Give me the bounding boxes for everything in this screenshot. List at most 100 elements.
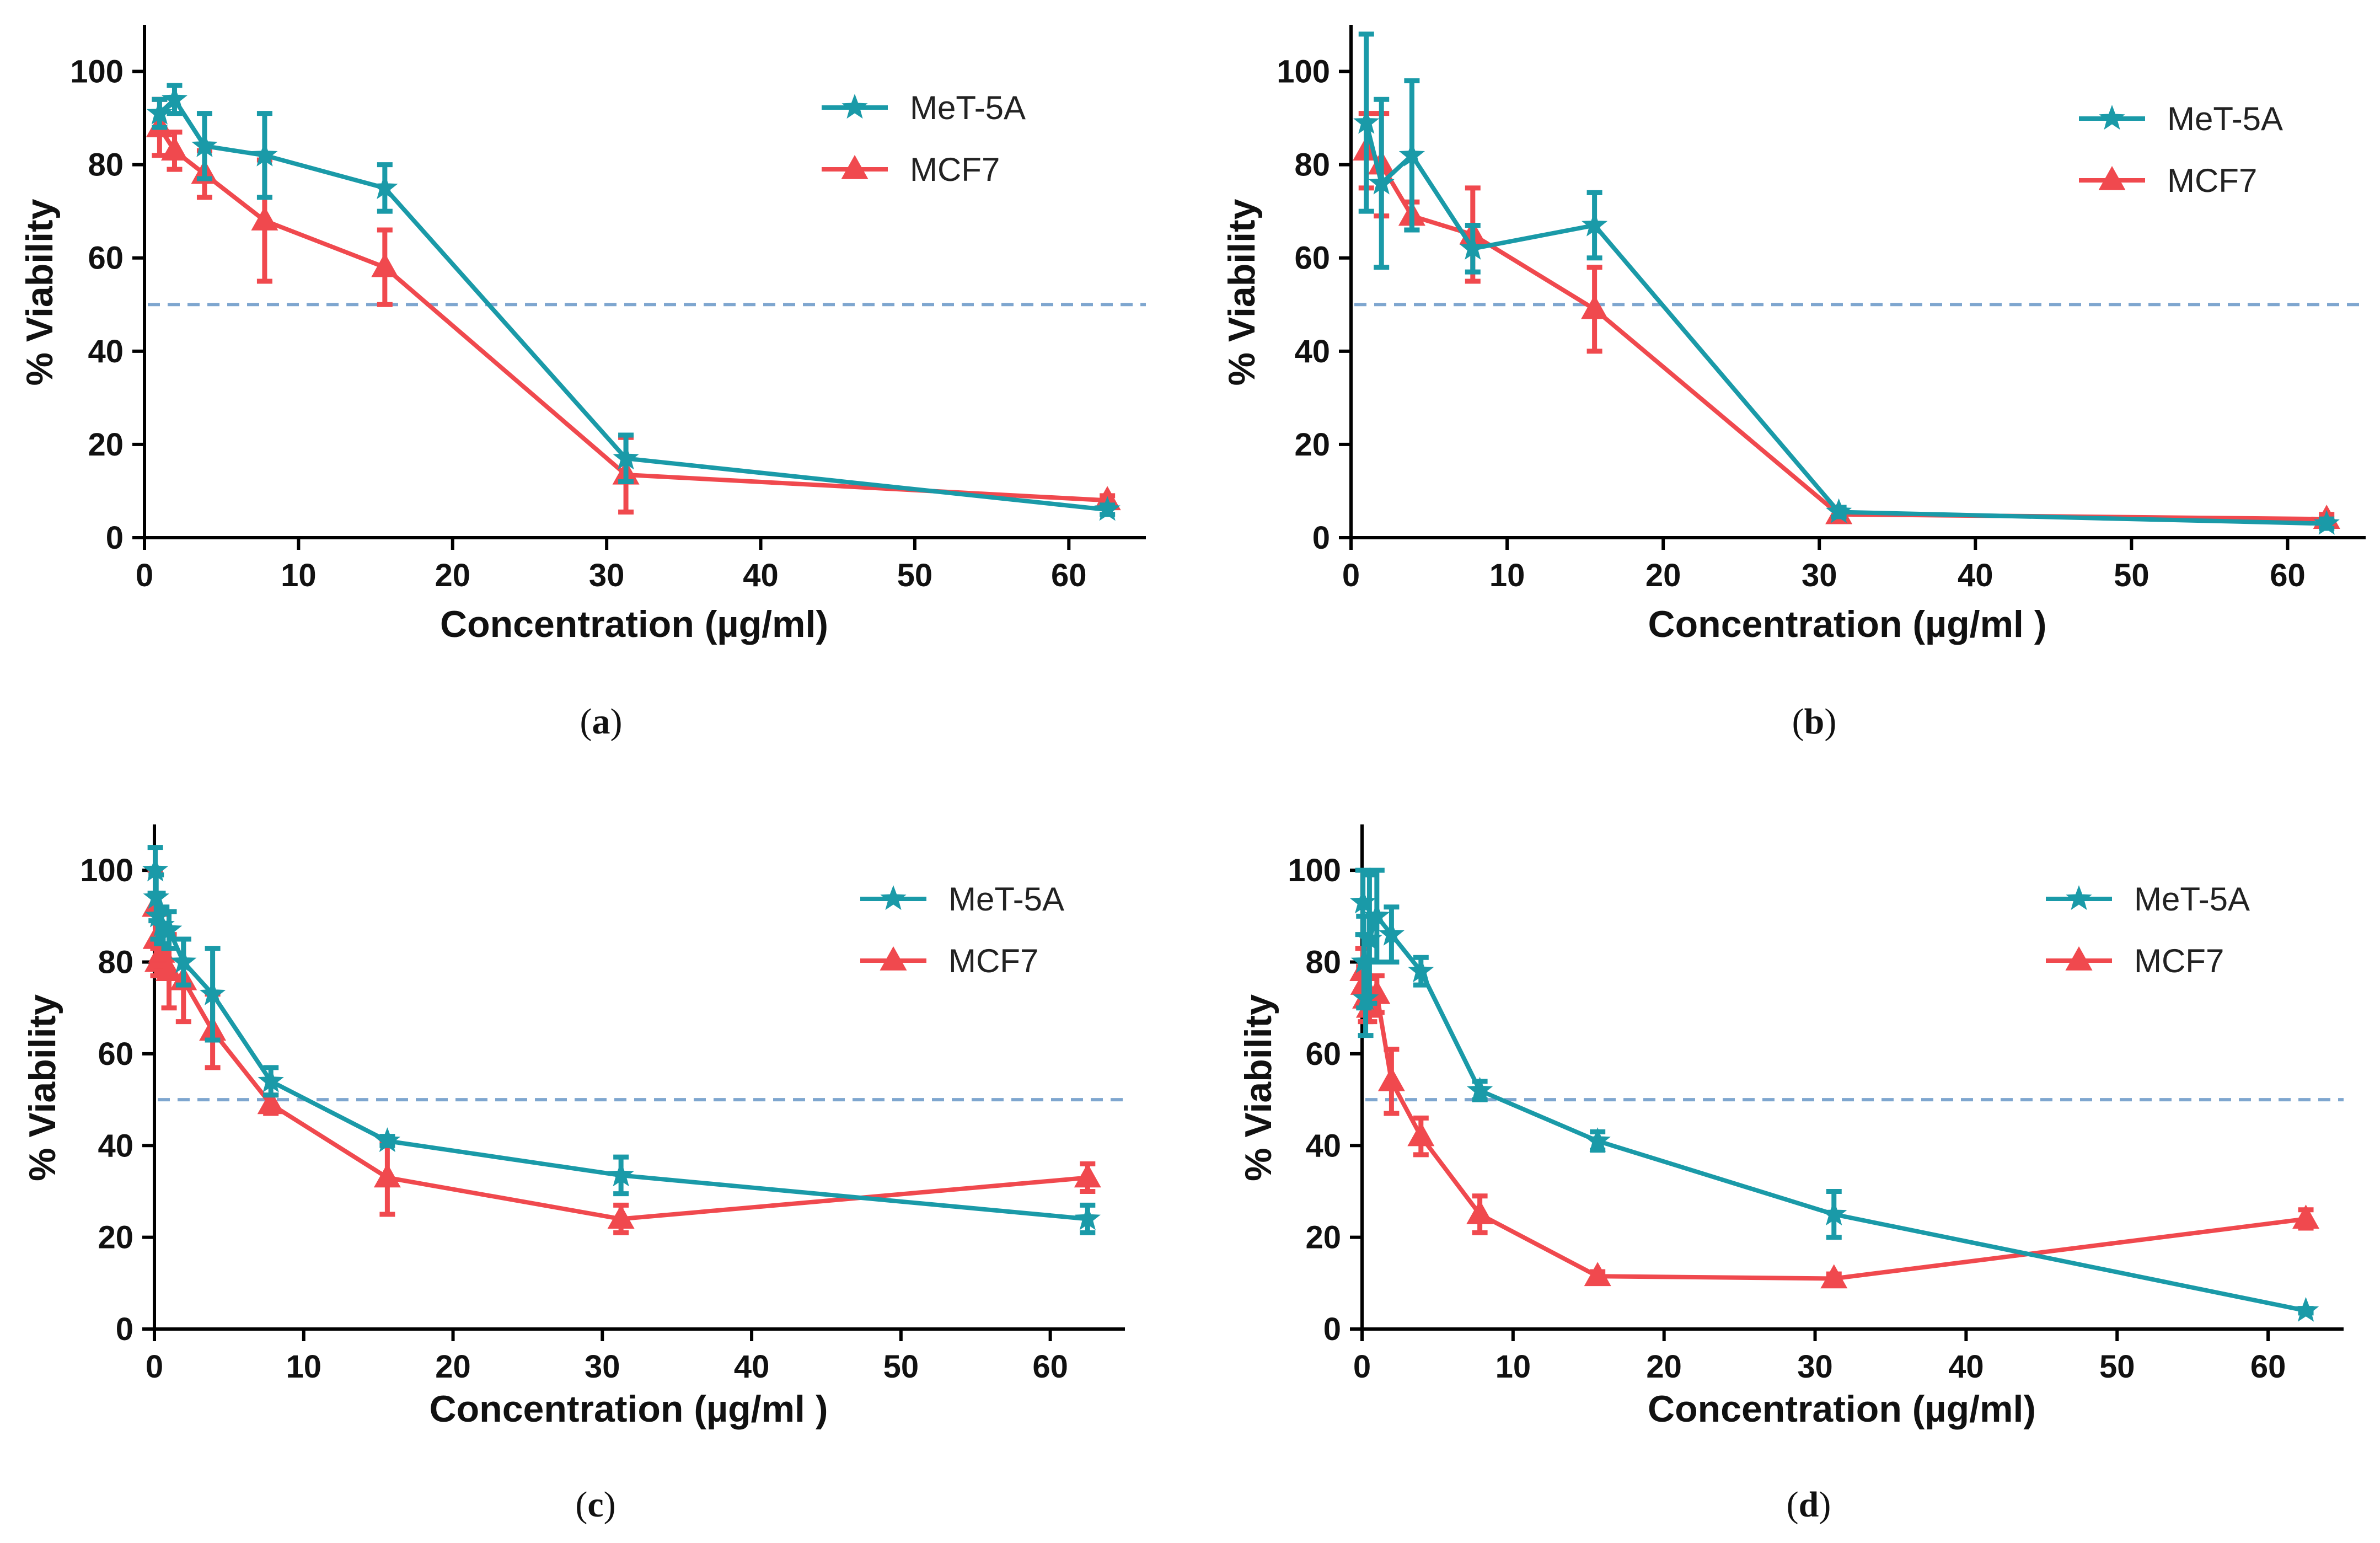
x-tick-label: 40	[1958, 558, 1993, 593]
data-point	[160, 136, 188, 161]
data-point	[156, 916, 183, 941]
x-tick-label: 60	[1032, 1349, 1068, 1385]
legend-label: MCF7	[2167, 162, 2257, 199]
data-point	[258, 1067, 284, 1092]
x-tick-label: 20	[1645, 558, 1681, 593]
y-tick-label: 80	[1305, 945, 1341, 981]
y-tick-label: 100	[70, 54, 124, 90]
data-point	[170, 948, 197, 973]
series-met5a	[142, 845, 1101, 1235]
data-point	[1378, 920, 1405, 946]
x-tick-label: 40	[1948, 1349, 1984, 1385]
x-tick-label: 30	[585, 1349, 620, 1385]
panel-label: (a)	[580, 701, 623, 742]
x-tick-label: 30	[1797, 1349, 1833, 1385]
y-axis-title: % Viability	[22, 994, 63, 1181]
data-point	[373, 1163, 401, 1188]
y-tick-label: 0	[1312, 520, 1330, 556]
data-point	[156, 957, 183, 981]
series-met5a	[1349, 867, 2319, 1322]
data-point	[1826, 498, 1852, 523]
x-tick-label: 30	[1802, 558, 1837, 593]
x-axis-title: Concentration (µg/ml )	[1648, 603, 2047, 645]
y-tick-label: 100	[1277, 54, 1330, 90]
x-axis-title: Concentration (µg/ml)	[1648, 1388, 2036, 1430]
panel-label: (b)	[1792, 701, 1837, 742]
y-tick-label: 60	[1305, 1036, 1341, 1072]
panel-d: 0 10 20 30 40 50 60 0 20 40 60 80 100 Concentration (…	[1237, 824, 2344, 1525]
y-tick-label: 20	[88, 427, 124, 463]
data-point	[1074, 1205, 1101, 1230]
data-point	[1584, 1262, 1611, 1287]
series-met5a	[146, 83, 1121, 521]
legend-marker	[2065, 946, 2093, 971]
y-axis-title: % Viability	[19, 199, 61, 385]
series-met5a	[1353, 31, 2340, 535]
y-axis-title: % Viability	[1237, 994, 1279, 1181]
x-tick-label: 20	[435, 558, 471, 593]
x-tick-label: 50	[897, 558, 933, 593]
data-point	[1398, 141, 1425, 167]
series-line	[1364, 149, 2327, 522]
panel-a: 0 10 20 30 40 50 60 0 20 40 60 80 100 Concentration (…	[19, 25, 1146, 742]
legend: MeT-5A MCF7	[2079, 100, 2283, 199]
data-point	[2292, 1204, 2320, 1229]
y-tick-label: 40	[88, 334, 124, 369]
data-point	[1821, 1201, 1847, 1226]
data-point	[374, 1127, 401, 1153]
legend: MeT-5A MCF7	[822, 89, 1026, 188]
legend: MeT-5A MCF7	[2046, 881, 2250, 979]
data-point	[371, 253, 399, 277]
legend-marker	[2098, 165, 2126, 190]
legend-label: MCF7	[948, 942, 1038, 979]
y-tick-label: 80	[98, 945, 133, 981]
data-point	[1407, 1122, 1435, 1146]
panel-c: 0 10 20 30 40 50 60 0 20 40 60 80 100 Concentration (…	[22, 824, 1125, 1525]
data-point	[372, 174, 398, 200]
y-tick-label: 20	[98, 1220, 133, 1256]
data-point	[1466, 1200, 1494, 1224]
data-point	[1377, 1067, 1405, 1091]
x-tick-label: 40	[743, 558, 779, 593]
x-tick-label: 20	[435, 1349, 471, 1385]
y-tick-label: 20	[1305, 1220, 1341, 1256]
x-tick-label: 0	[146, 1349, 163, 1385]
y-tick-label: 60	[98, 1036, 133, 1072]
legend: MeT-5A MCF7	[860, 881, 1064, 979]
data-point	[251, 141, 278, 167]
x-tick-label: 10	[281, 558, 317, 593]
legend-marker	[880, 946, 907, 971]
x-tick-label: 60	[2270, 558, 2306, 593]
x-tick-label: 20	[1646, 1349, 1682, 1385]
data-point	[613, 444, 639, 470]
y-tick-label: 60	[88, 240, 124, 276]
y-tick-label: 0	[1323, 1311, 1341, 1347]
legend-label: MeT-5A	[948, 881, 1064, 918]
data-point	[2313, 510, 2340, 535]
x-tick-label: 60	[2250, 1349, 2286, 1385]
x-tick-label: 10	[1495, 1349, 1531, 1385]
legend-label: MeT-5A	[2134, 881, 2250, 918]
data-point	[251, 206, 278, 231]
data-point	[1581, 294, 1609, 319]
y-tick-label: 20	[1294, 427, 1330, 463]
data-point	[1368, 169, 1395, 195]
panel-label: (c)	[575, 1485, 615, 1525]
y-tick-label: 60	[1294, 240, 1330, 276]
x-axis-title: Concentration (µg/ml)	[440, 603, 828, 645]
x-tick-label: 10	[1489, 558, 1525, 593]
x-tick-label: 0	[136, 558, 153, 593]
x-tick-label: 50	[2114, 558, 2149, 593]
x-tick-label: 60	[1051, 558, 1087, 593]
x-axis-title: Concentration (µg/ml )	[430, 1388, 828, 1430]
y-tick-label: 0	[116, 1311, 133, 1347]
y-axis-title: % Viability	[1221, 199, 1263, 385]
x-tick-label: 40	[734, 1349, 770, 1385]
data-point	[146, 99, 173, 125]
y-tick-label: 40	[1294, 334, 1330, 369]
legend-marker	[880, 885, 907, 910]
data-point	[191, 132, 218, 157]
data-point	[1408, 957, 1434, 983]
panel-b: 0 10 20 30 40 50 60 0 20 40 60 80 100 Concentration (…	[1221, 25, 2366, 742]
